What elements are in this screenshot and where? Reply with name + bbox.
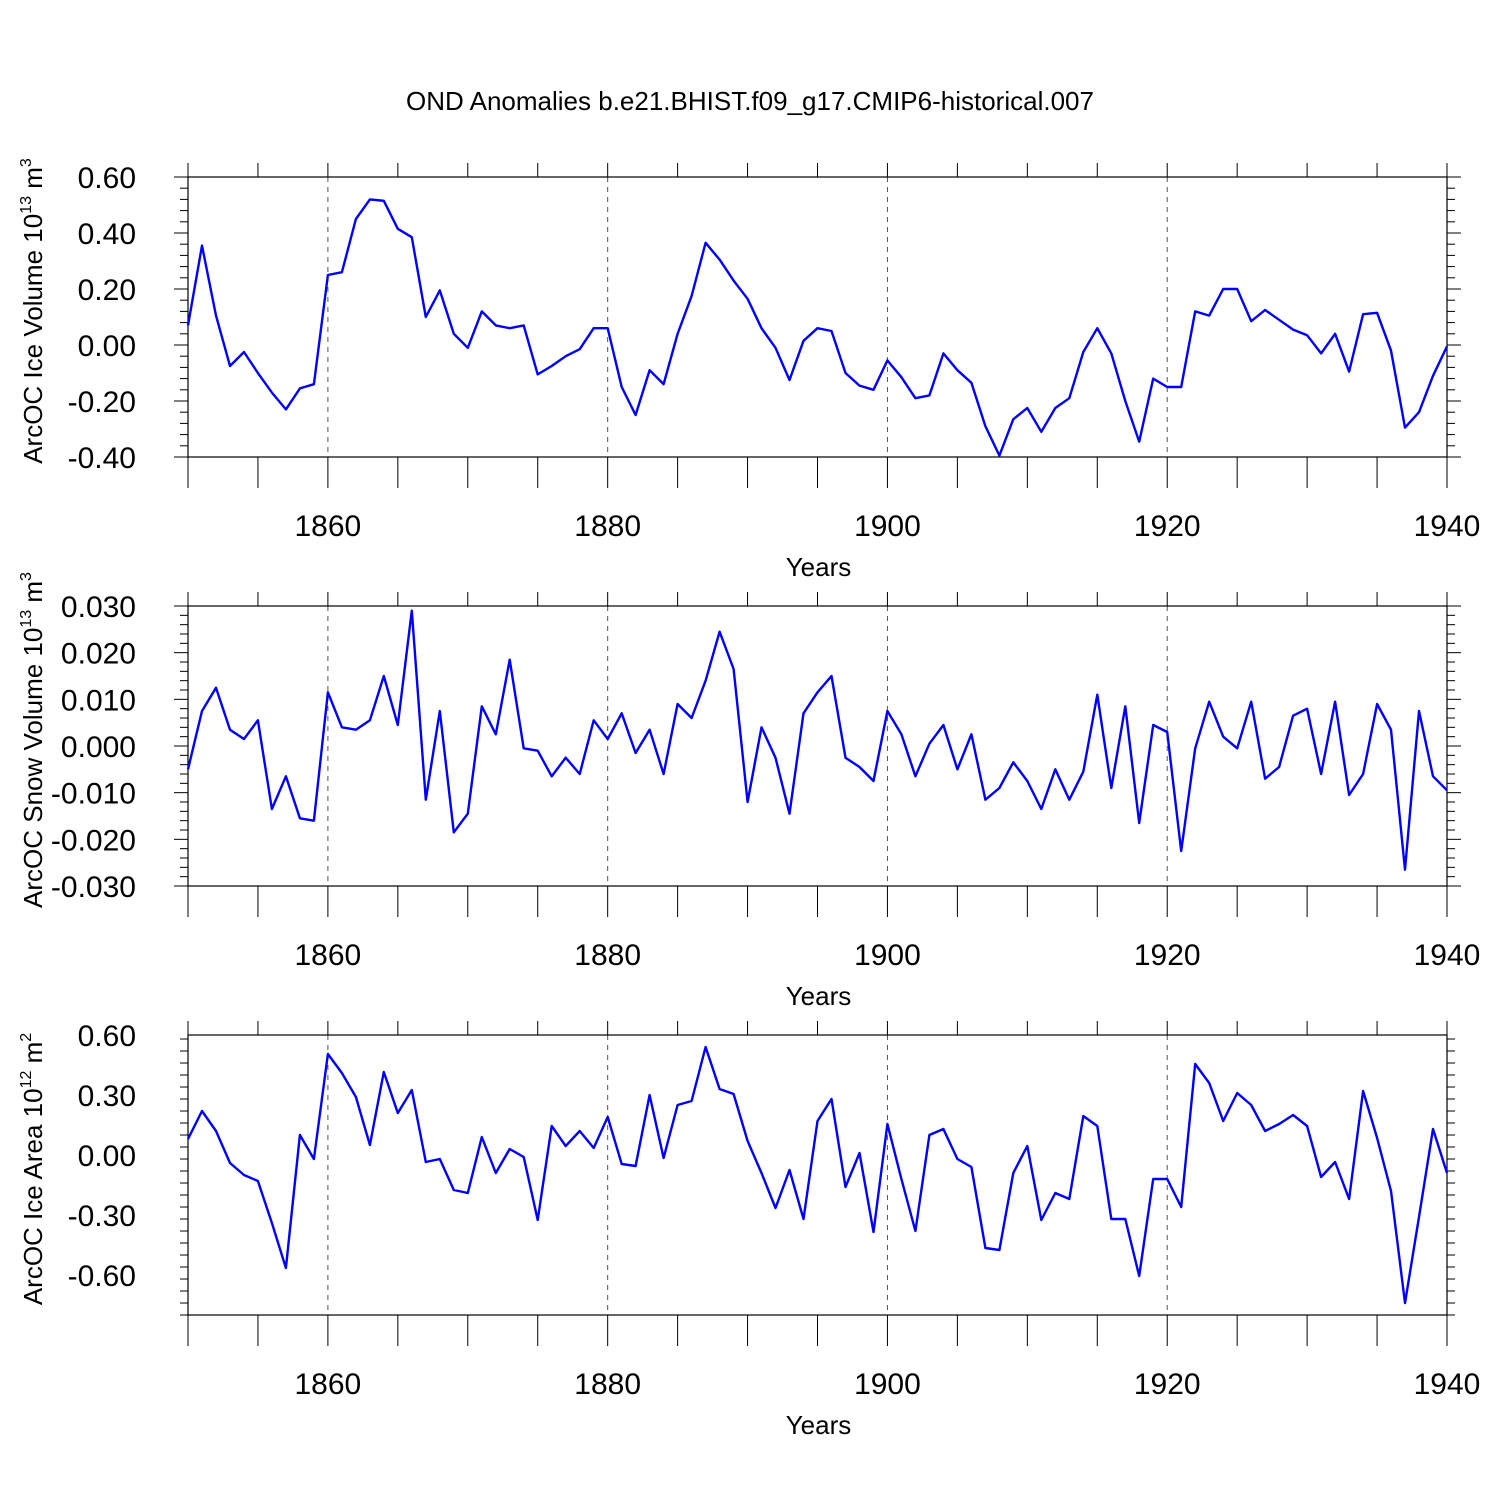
x-axis-label: Years (786, 1410, 852, 1440)
figure-title: OND Anomalies b.e21.BHIST.f09_g17.CMIP6-… (406, 86, 1094, 116)
chart-panel-3: -0.60 -0.30 0.00 0.30 0.60 1860 1880 1900 1920 19… (18, 1020, 1480, 1440)
x-tick-label: 1920 (1134, 939, 1201, 972)
y-tick-label: 0.000 (61, 731, 136, 764)
y-tick-label: -0.030 (51, 871, 136, 904)
x-tick-label: 1880 (574, 939, 641, 972)
plot-frame (187, 1034, 1448, 1316)
x-tick-label: 1860 (295, 510, 362, 543)
y-tick-label: -0.20 (68, 386, 136, 419)
y-tick-label: -0.020 (51, 824, 136, 857)
series-line (186, 198, 1449, 457)
series-line (186, 609, 1448, 871)
y-tick-label: 0.40 (78, 218, 136, 251)
y-tick-label: 0.020 (61, 638, 136, 671)
y-tick-label: 0.00 (78, 1140, 136, 1173)
y-tick-label: 0.00 (78, 330, 136, 363)
y-tick-label: -0.010 (51, 778, 136, 811)
y-axis-label: ArcOC Snow Volume 1013 m3 (18, 572, 48, 908)
x-tick-label: 1920 (1134, 1368, 1201, 1401)
y-tick-label: 0.60 (78, 1020, 136, 1053)
y-tick-label: -0.40 (68, 442, 136, 475)
x-axis-label: Years (786, 981, 852, 1011)
y-tick-label: 0.60 (78, 162, 136, 195)
x-tick-label: 1900 (854, 510, 921, 543)
chart-panel-2: -0.030 -0.020 -0.010 0.000 0.010 0.020 0.030 18… (18, 572, 1480, 1011)
chart-panel-1: -0.40 -0.20 0.00 0.20 0.40 0.60 1860 1880 1900 19… (18, 158, 1480, 582)
x-tick-label: 1880 (574, 1368, 641, 1401)
y-tick-label: 0.20 (78, 274, 136, 307)
y-tick-label: 0.010 (61, 684, 136, 717)
y-axis-label: ArcOC Ice Area 1012 m2 (18, 1033, 48, 1305)
series-line (186, 1045, 1449, 1305)
y-tick-label: -0.60 (68, 1260, 136, 1293)
y-tick-label: -0.30 (68, 1200, 136, 1233)
y-tick-label: 0.030 (61, 591, 136, 624)
x-axis-label: Years (786, 552, 852, 582)
x-tick-label: 1940 (1414, 939, 1481, 972)
x-tick-label: 1860 (295, 1368, 362, 1401)
x-tick-label: 1940 (1414, 510, 1481, 543)
x-tick-label: 1860 (295, 939, 362, 972)
x-tick-label: 1900 (854, 1368, 921, 1401)
y-tick-label: 0.30 (78, 1080, 136, 1113)
x-tick-label: 1880 (574, 510, 641, 543)
y-axis-label: ArcOC Ice Volume 1013 m3 (18, 158, 48, 464)
x-tick-label: 1920 (1134, 510, 1201, 543)
chart-panels: -0.40 -0.20 0.00 0.20 0.40 0.60 1860 1880 1900 19… (18, 158, 1480, 1440)
x-tick-label: 1900 (854, 939, 921, 972)
x-tick-label: 1940 (1414, 1368, 1481, 1401)
